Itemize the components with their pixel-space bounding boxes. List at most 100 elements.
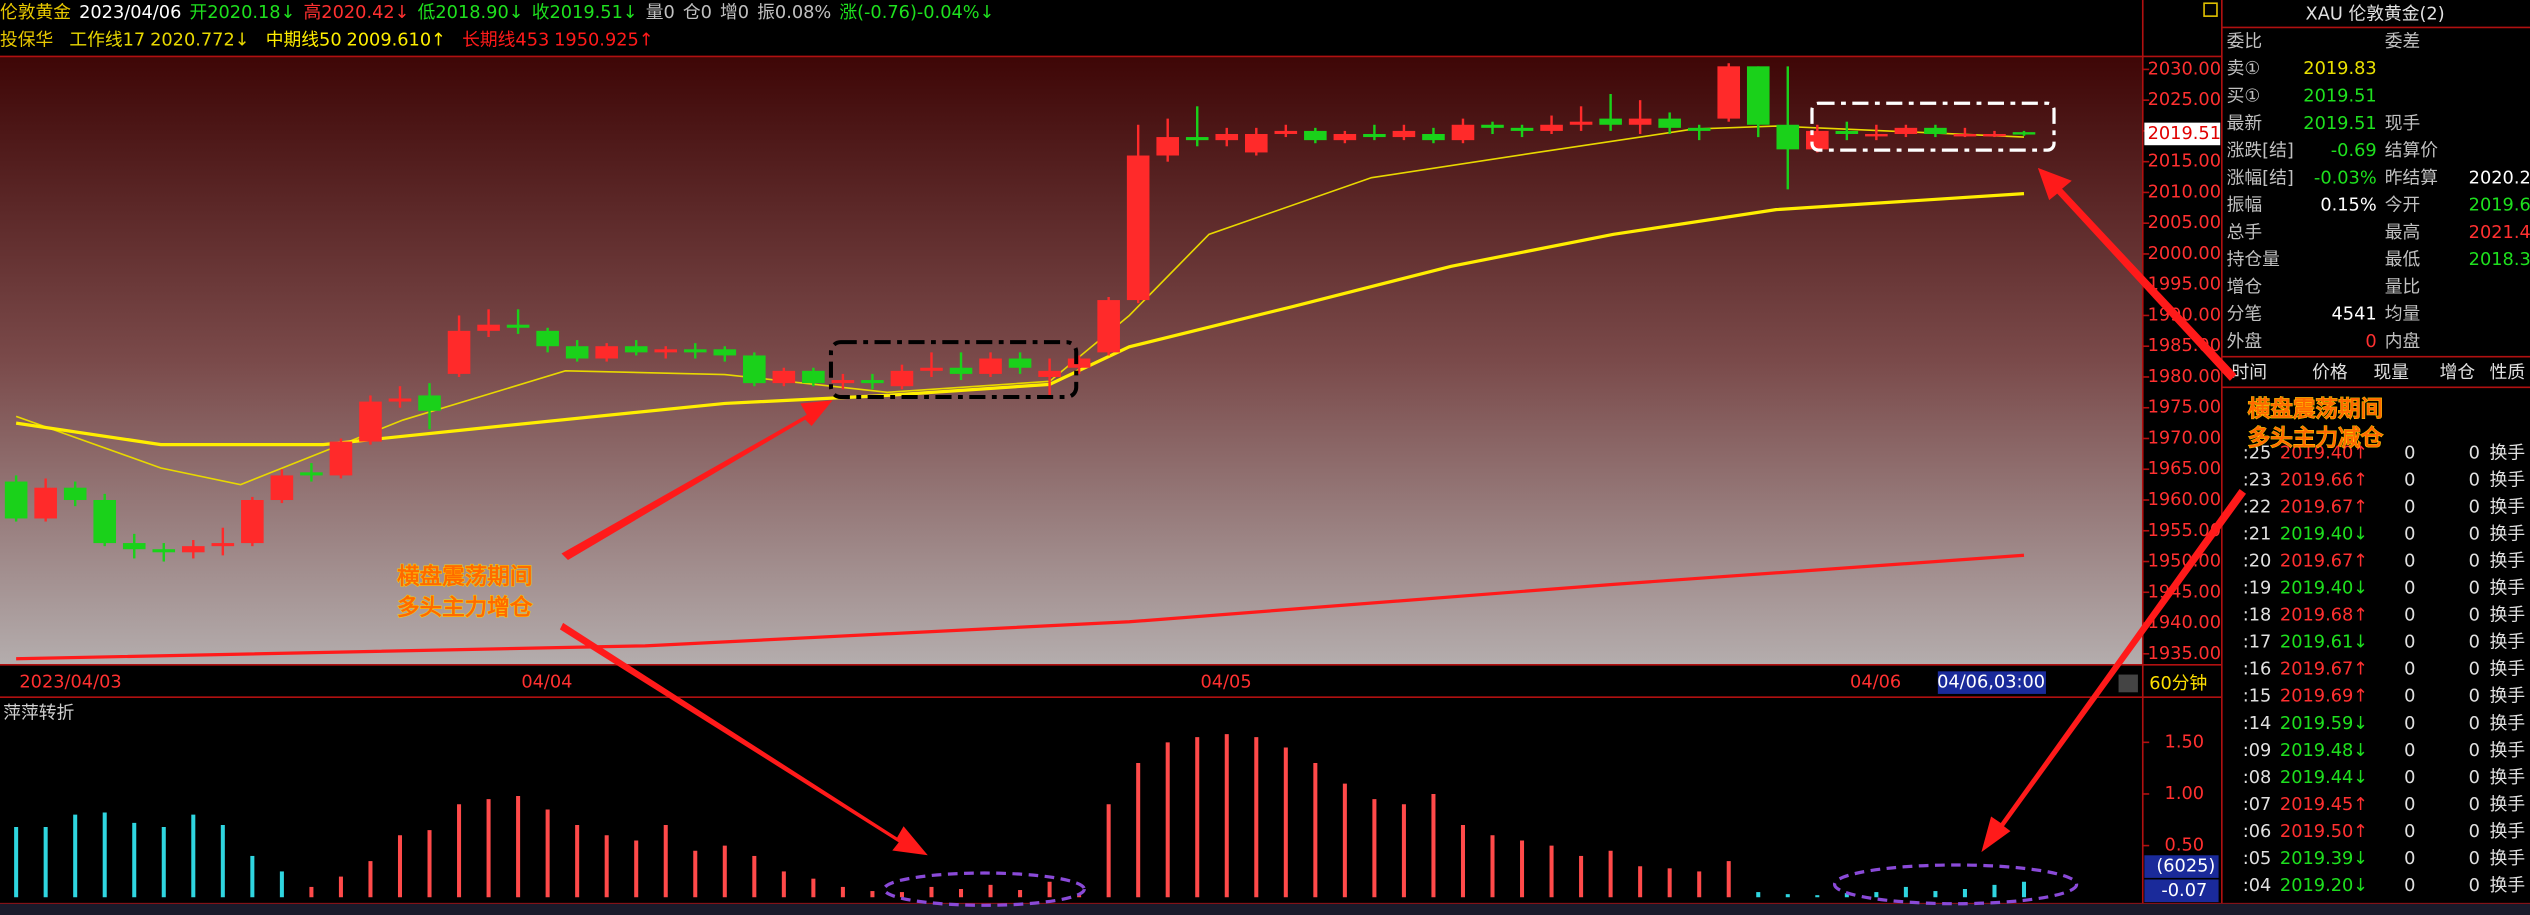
tick-type: 换手	[2490, 767, 2526, 788]
candle-body	[182, 546, 205, 553]
tick-volume: 0	[2404, 443, 2415, 463]
tick-volume: 0	[2404, 768, 2415, 788]
header-item: 伦敦黄金	[0, 2, 71, 23]
candle-body	[1953, 133, 1977, 137]
quote-value: 0	[2365, 332, 2376, 352]
quote-label: 委差	[2385, 31, 2421, 52]
arrow	[2037, 167, 2237, 381]
tick-price: 2019.59↓	[2280, 714, 2368, 734]
tick-open-interest: 0	[2469, 470, 2480, 490]
tick-price: 2019.40↓	[2280, 525, 2368, 545]
tick-price: 2019.48↓	[2280, 741, 2368, 761]
quote-label: 最高	[2385, 222, 2421, 243]
candle-body	[772, 370, 796, 384]
tick-volume: 0	[2404, 687, 2415, 707]
quote-label: 分笔	[2227, 304, 2263, 325]
tick-price: 2019.67↑	[2280, 552, 2368, 572]
candle-body	[1422, 133, 1445, 141]
candle-body	[1599, 118, 1622, 125]
tick-time: :14	[2243, 714, 2272, 734]
tick-type: 换手	[2490, 794, 2526, 815]
range-box	[828, 340, 1079, 400]
candle-body	[1569, 121, 1593, 125]
candle-body	[654, 349, 678, 353]
tick-time: :15	[2243, 687, 2272, 707]
candle-body	[1628, 118, 1652, 125]
indicator-title: 萍萍转折	[3, 702, 74, 723]
quote-label: 委比	[2227, 31, 2263, 52]
tick-volume: 0	[2404, 525, 2415, 545]
legend-name: 长期线453	[462, 29, 549, 50]
y-tick-label: 2025.00	[2148, 90, 2221, 110]
candle-body	[1097, 300, 1120, 353]
candle-body	[122, 543, 146, 550]
tick-type: 换手	[2490, 632, 2526, 653]
tick-time: :22	[2243, 498, 2272, 518]
tick-header: 现量	[2373, 362, 2409, 383]
candle-body	[447, 330, 471, 374]
candle-body	[152, 549, 176, 553]
candle-body	[359, 401, 382, 442]
tick-price: 2019.67↑	[2280, 660, 2368, 680]
quote-label: 均量	[2385, 304, 2421, 325]
tick-time: :06	[2243, 822, 2272, 842]
quote-value: 4541	[2332, 305, 2377, 325]
y-tick-label: 1970.00	[2148, 428, 2221, 448]
x-tick-label: 04/05	[1200, 673, 1251, 693]
candle-body	[1658, 118, 1681, 128]
candle-body	[1510, 127, 1534, 131]
y-tick-label: 2010.00	[2148, 182, 2221, 202]
menu-icon[interactable]	[2203, 2, 2218, 17]
candle-body	[388, 398, 412, 402]
quote-label: 量比	[2385, 276, 2421, 297]
tick-open-interest: 0	[2469, 606, 2480, 626]
tick-time: :08	[2243, 768, 2272, 788]
quote-value: 2019.83	[2303, 59, 2376, 79]
tick-type: 换手	[2490, 605, 2526, 626]
quote-value: 2021.4	[2469, 223, 2530, 243]
tick-type: 换手	[2490, 442, 2526, 463]
quote-value: 2018.3	[2469, 250, 2530, 270]
legend-name: 工作线17	[69, 29, 145, 50]
arrow	[559, 622, 928, 856]
period-label: 60分钟	[2149, 673, 2207, 694]
candle-body	[270, 475, 294, 501]
candle-body	[1185, 137, 1209, 141]
tick-header: 性质	[2490, 362, 2526, 383]
quote-label: 现手	[2385, 113, 2421, 134]
candle-body	[1865, 133, 1888, 137]
candle-body	[536, 330, 559, 347]
candle-body	[1924, 127, 1947, 134]
legend-row: 投保华 工作线17 2020.772↓ 中期线50 2009.610↑ 长期线453 195…	[0, 29, 654, 50]
candle-body	[1776, 124, 1800, 150]
quote-label: 涨幅[结]	[2227, 167, 2294, 188]
generated: 2030.002025.002020.002015.002010.002005.…	[3, 4, 2530, 903]
candle-body	[241, 500, 264, 544]
y-tick-label: 0.50	[2165, 836, 2205, 856]
y-tick-label: 2005.00	[2148, 213, 2221, 233]
tick-volume: 0	[2404, 552, 2415, 572]
candle-body	[743, 355, 766, 384]
tick-volume: 0	[2404, 498, 2415, 518]
tick-time: :07	[2243, 795, 2272, 815]
tick-open-interest: 0	[2469, 525, 2480, 545]
tick-type: 换手	[2490, 875, 2526, 896]
candle-body	[1392, 130, 1416, 138]
tick-type: 换手	[2490, 821, 2526, 842]
x-tick-label: 2023/04/03	[19, 673, 121, 693]
period-button-icon	[2118, 674, 2138, 693]
tick-open-interest: 0	[2469, 714, 2480, 734]
quote-label: 最新	[2227, 113, 2263, 134]
moving-average-line	[16, 553, 2025, 661]
tick-type: 换手	[2490, 659, 2526, 680]
tick-volume: 0	[2404, 579, 2415, 599]
volume-label: (6025)	[2156, 857, 2215, 877]
tick-price: 2019.45↑	[2280, 795, 2368, 815]
legend-value: 2009.610↑	[346, 30, 446, 50]
tick-open-interest: 0	[2469, 768, 2480, 788]
candle-body	[329, 441, 353, 476]
candle-body	[1481, 124, 1504, 128]
y-tick-label: 1.50	[2165, 732, 2205, 752]
header-item: 增0	[720, 2, 749, 23]
range-box	[1810, 101, 2056, 152]
